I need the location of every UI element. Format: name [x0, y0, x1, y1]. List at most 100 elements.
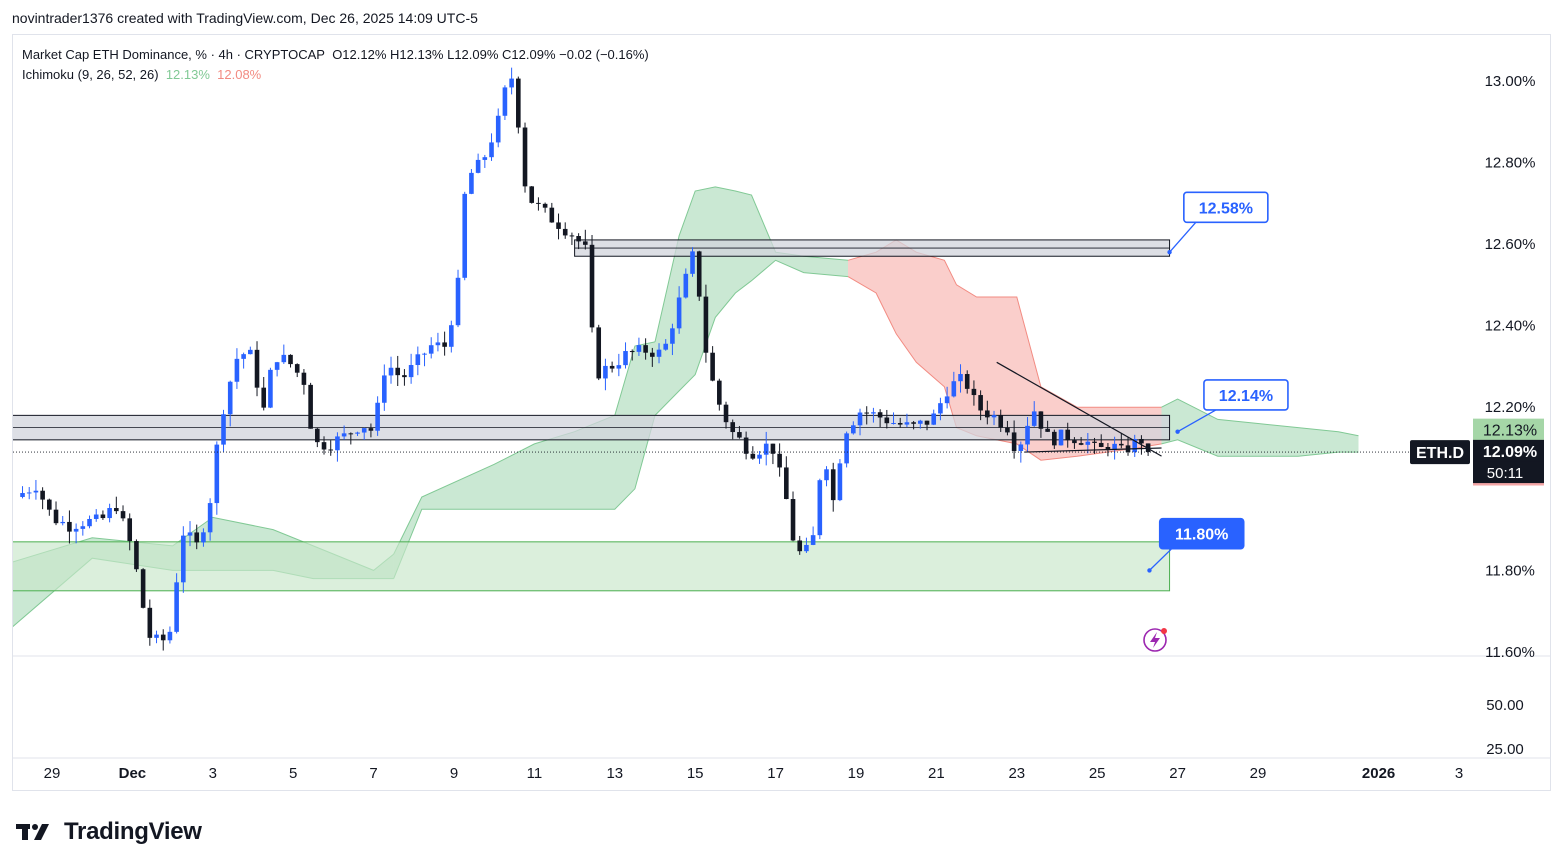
- candle-134: [918, 419, 923, 429]
- volume-tick-label: 50.00: [1486, 697, 1524, 714]
- candle-body: [475, 159, 481, 173]
- candle-68: [475, 153, 481, 174]
- candle-body: [690, 251, 695, 274]
- candle-54: [382, 364, 387, 411]
- callout-target-lower: 11.80%: [1147, 517, 1245, 573]
- candle-body: [341, 433, 347, 437]
- candle-body: [348, 433, 354, 435]
- legend-indicator-value-a: 12.13%: [165, 67, 210, 82]
- candle-119: [817, 478, 823, 540]
- candle-140: [958, 364, 963, 393]
- candle-body: [248, 349, 253, 355]
- candle-body: [301, 372, 307, 385]
- y-tick-label: 12.40%: [1485, 318, 1536, 335]
- candle-9: [80, 521, 86, 536]
- alert-lightning-icon[interactable]: [1143, 628, 1167, 652]
- candle-body: [897, 422, 903, 425]
- candle-body: [998, 415, 1004, 428]
- candle-body: [114, 508, 119, 512]
- candle-body: [911, 422, 916, 424]
- candle-142: [971, 380, 977, 406]
- candle-body: [482, 157, 488, 160]
- candle-body: [676, 297, 682, 329]
- callout-target-middle: 12.14%: [1175, 379, 1289, 434]
- volume-tick-label: 25.00: [1486, 741, 1524, 758]
- cloud-span-b-2: [654, 259, 849, 416]
- candle-body: [214, 444, 220, 504]
- candle-body: [33, 490, 39, 493]
- candle-17: [134, 539, 139, 572]
- candle-20: [154, 630, 159, 644]
- candle-109: [750, 446, 756, 460]
- legend-title-row: Market Cap ETH Dominance, % · 4h · CRYPT…: [22, 45, 649, 65]
- candle-114: [784, 456, 789, 500]
- candle-3: [40, 487, 45, 510]
- callout-box: [1183, 191, 1269, 224]
- candle-75: [522, 122, 528, 193]
- candle-78: [542, 202, 548, 213]
- candle-83: [576, 233, 581, 250]
- candle-body: [1031, 411, 1037, 426]
- candle-128: [877, 409, 883, 428]
- x-tick-label: 29: [1250, 765, 1267, 782]
- candle-body: [93, 514, 99, 519]
- candle-112: [770, 443, 776, 465]
- candle-body: [194, 532, 200, 543]
- candle-body: [730, 422, 736, 433]
- candle-86: [596, 324, 602, 381]
- candle-body: [629, 351, 635, 353]
- candle-93: [643, 338, 648, 360]
- candle-body: [174, 582, 179, 632]
- candle-body: [851, 425, 856, 434]
- candle-148: [1011, 420, 1017, 459]
- countdown-bg: [1473, 461, 1544, 484]
- candle-108: [743, 431, 749, 460]
- callout-anchor-dot: [1175, 429, 1180, 434]
- callout-anchor-dot: [1147, 568, 1152, 573]
- candle-body: [455, 277, 461, 326]
- x-tick-label: 25: [1089, 765, 1106, 782]
- candle-13: [107, 503, 112, 523]
- candle-body: [308, 384, 313, 429]
- candle-body: [683, 273, 689, 298]
- candle-body: [382, 375, 387, 403]
- candle-150: [1025, 417, 1030, 453]
- symbol-tag-text: ETH.D: [1416, 445, 1464, 462]
- candle-body: [837, 463, 843, 501]
- candle-37: [268, 367, 273, 409]
- candle-100: [690, 247, 695, 277]
- callout-pointer: [1149, 548, 1173, 571]
- y-tick-label: 12.60%: [1485, 236, 1536, 253]
- candle-155: [1058, 429, 1064, 446]
- candle-body: [663, 343, 669, 350]
- y-tick-label: 11.60%: [1485, 644, 1535, 661]
- candle-body: [449, 325, 454, 347]
- candle-body: [274, 362, 280, 370]
- candle-body: [804, 544, 809, 552]
- candle-77: [536, 197, 541, 211]
- tradingview-logo[interactable]: TradingView: [16, 818, 202, 846]
- candle-33: [241, 352, 246, 369]
- candle-body: [529, 186, 535, 203]
- candle-84: [583, 229, 588, 250]
- candle-154: [1052, 429, 1057, 449]
- candle-body: [167, 631, 173, 641]
- legend-indicator[interactable]: Ichimoku (9, 26, 52, 26): [22, 67, 159, 82]
- callout-box: [1158, 517, 1245, 550]
- candle-body: [951, 381, 957, 397]
- candle-116: [797, 535, 803, 555]
- candle-28: [207, 498, 213, 541]
- candle-body: [931, 413, 937, 425]
- candle-body: [281, 354, 287, 363]
- cloud-segment-4: [1161, 399, 1359, 457]
- candle-145: [991, 410, 997, 426]
- candle-body: [522, 127, 528, 187]
- candle-body: [20, 493, 25, 497]
- cloud-segment-3: [848, 239, 1162, 461]
- candle-body: [830, 469, 836, 501]
- candle-body: [1112, 443, 1117, 451]
- candle-0: [20, 486, 25, 499]
- candle-67: [469, 169, 474, 195]
- candle-body: [100, 514, 106, 519]
